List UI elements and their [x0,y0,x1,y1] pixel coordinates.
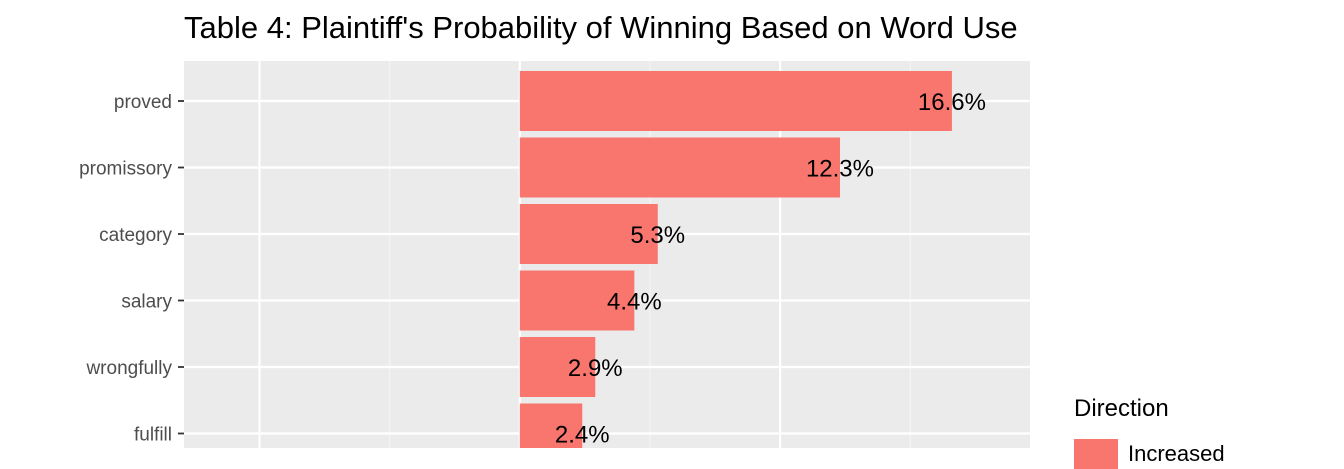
bar-salary [519,270,635,331]
y-tick-label: category [99,225,172,246]
y-tick-label: proved [114,92,172,113]
data-label: 16.6% [918,89,986,116]
y-tick-label: wrongfully [85,358,172,379]
data-label: 12.3% [806,156,874,183]
legend: Direction Increased [1074,395,1225,469]
legend-item: Increased [1074,439,1225,469]
chart: Table 4: Plaintiff's Probability of Winn… [79,10,1225,469]
data-label: 5.3% [630,222,685,249]
bar-wrongfully [519,337,596,397]
bar-fulfill [519,403,583,448]
y-tick-label: promissory [79,159,172,180]
bar-promissory [519,137,840,198]
chart-title: Table 4: Plaintiff's Probability of Winn… [184,10,1018,45]
data-label: 2.9% [568,355,623,382]
y-tick-label: fulfill [134,425,172,446]
plot-area: 16.6% 12.3% 5.3% 4.4% 2.9% 2.4% proved promisso… [79,61,1030,449]
bar-category [519,204,658,264]
bar-proved [519,71,952,131]
legend-label: Increased [1128,441,1225,466]
y-tick-label: salary [121,292,172,313]
data-label: 2.4% [555,422,610,449]
legend-title: Direction [1074,395,1169,422]
data-label: 4.4% [607,289,662,316]
legend-swatch [1074,439,1118,469]
